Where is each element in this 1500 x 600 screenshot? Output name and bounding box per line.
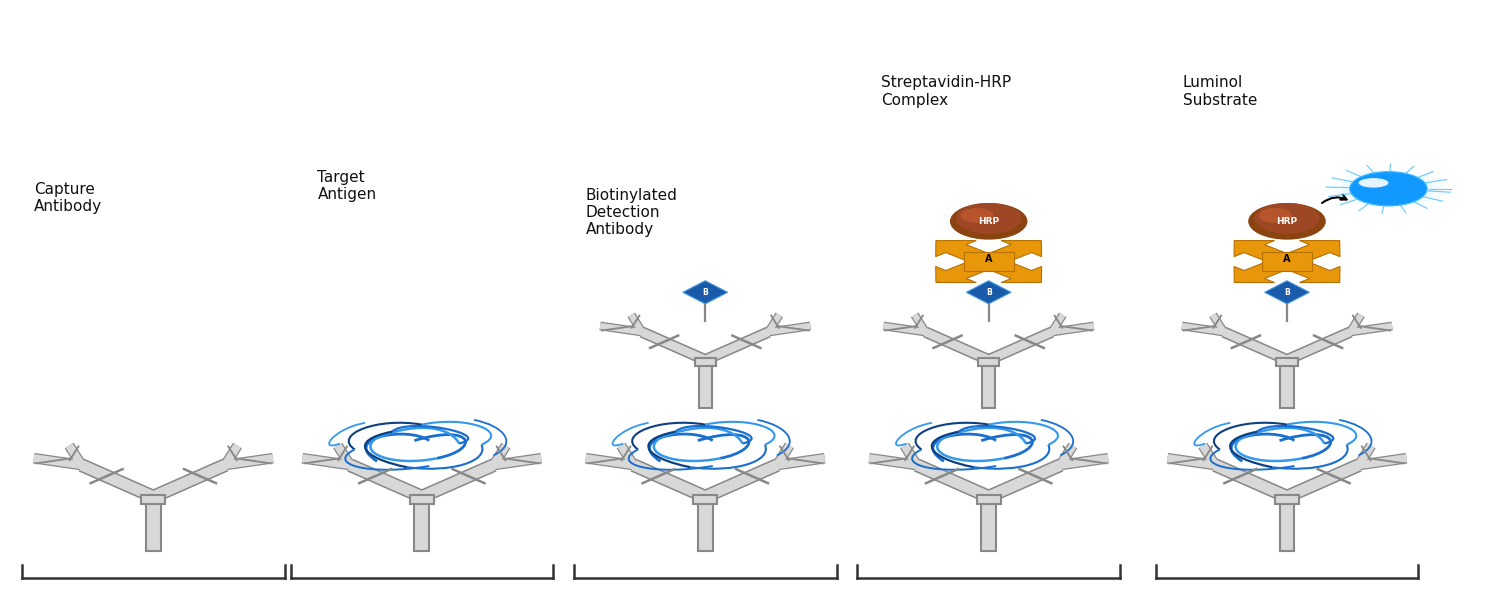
Bar: [698, 501, 712, 551]
Bar: [1276, 358, 1298, 366]
FancyArrow shape: [1234, 241, 1298, 266]
Text: HRP: HRP: [1276, 217, 1298, 226]
Text: B: B: [1284, 288, 1290, 297]
Ellipse shape: [1350, 176, 1426, 202]
Ellipse shape: [1342, 173, 1434, 205]
FancyArrow shape: [1276, 241, 1340, 266]
Ellipse shape: [1332, 170, 1444, 208]
Bar: [1280, 501, 1294, 551]
Text: HRP: HRP: [978, 217, 999, 226]
Bar: [141, 495, 165, 504]
Text: B: B: [986, 288, 992, 297]
Bar: [699, 364, 712, 408]
Ellipse shape: [1254, 203, 1320, 234]
Bar: [1281, 364, 1293, 408]
Ellipse shape: [1248, 203, 1326, 239]
Bar: [694, 358, 715, 366]
Bar: [981, 501, 996, 551]
Ellipse shape: [1258, 208, 1292, 223]
Bar: [976, 495, 1000, 504]
Text: Target
Antigen: Target Antigen: [318, 170, 376, 202]
FancyArrow shape: [1276, 257, 1340, 283]
Text: B: B: [702, 288, 708, 297]
Bar: [1275, 495, 1299, 504]
Ellipse shape: [956, 203, 1022, 234]
FancyBboxPatch shape: [1262, 251, 1312, 271]
Text: A: A: [1282, 254, 1290, 263]
FancyArrow shape: [936, 241, 999, 266]
FancyArrow shape: [936, 257, 999, 283]
Ellipse shape: [1359, 178, 1389, 188]
Polygon shape: [966, 281, 1011, 304]
Ellipse shape: [950, 203, 1028, 239]
Ellipse shape: [960, 208, 993, 223]
Polygon shape: [682, 281, 728, 304]
Bar: [410, 495, 434, 504]
Polygon shape: [1264, 281, 1310, 304]
FancyArrow shape: [978, 257, 1041, 283]
Bar: [978, 358, 999, 366]
Text: Capture
Antibody: Capture Antibody: [34, 182, 102, 214]
Text: Luminol
Substrate: Luminol Substrate: [1182, 75, 1257, 107]
Bar: [146, 501, 160, 551]
Text: A: A: [986, 254, 993, 263]
FancyArrow shape: [1234, 257, 1298, 283]
Text: Biotinylated
Detection
Antibody: Biotinylated Detection Antibody: [586, 188, 678, 238]
Text: Streptavidin-HRP
Complex: Streptavidin-HRP Complex: [882, 75, 1011, 107]
FancyBboxPatch shape: [963, 251, 1014, 271]
Bar: [982, 364, 994, 408]
Bar: [693, 495, 717, 504]
Ellipse shape: [1350, 172, 1426, 206]
Bar: [414, 501, 429, 551]
FancyArrow shape: [978, 241, 1041, 266]
